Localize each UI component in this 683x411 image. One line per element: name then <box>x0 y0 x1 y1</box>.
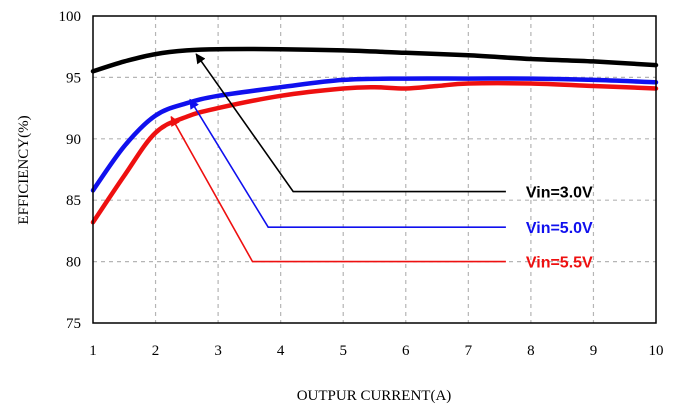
plot-frame <box>92 15 657 324</box>
data-series <box>90 46 659 225</box>
y-tick-label: 90 <box>66 132 81 148</box>
x-tick-label: 9 <box>590 343 598 359</box>
y-tick-label: 80 <box>66 255 81 271</box>
x-tick-label: 2 <box>152 343 160 359</box>
x-tick-label: 8 <box>527 343 535 359</box>
x-axis-title: OUTPUR CURRENT(A) <box>297 388 452 404</box>
y-tick-label: 75 <box>66 316 81 332</box>
y-tick-label: 85 <box>66 193 81 209</box>
x-tick-label: 3 <box>214 343 222 359</box>
annotation-label-1: Vin=3.0V <box>526 185 593 202</box>
x-tick-label: 5 <box>339 343 347 359</box>
annotation-label-2: Vin=5.0V <box>526 220 593 237</box>
series-line-2 <box>90 76 659 193</box>
annotation-label-3: Vin=5.5V <box>526 255 593 272</box>
annotation-arrow-1 <box>195 53 506 193</box>
y-tick-label: 100 <box>59 9 82 25</box>
annotations: Vin=3.0V Vin=5.0V Vin=5.5V <box>170 53 593 272</box>
x-tick-label: 4 <box>277 343 285 359</box>
annotation-arrow-3 <box>170 115 506 263</box>
annotation-arrow-2 <box>189 98 506 228</box>
series-line-3 <box>90 80 659 225</box>
y-tick-label: 95 <box>66 70 81 86</box>
series-line-1 <box>90 46 659 74</box>
x-tick-label: 7 <box>465 343 473 359</box>
x-tick-label: 1 <box>89 343 97 359</box>
y-axis-title: EFFICIENCY(%) <box>16 115 32 224</box>
x-tick-label: 10 <box>649 343 664 359</box>
y-tick-labels: 75 80 85 90 95 100 <box>59 9 82 332</box>
x-tick-labels: 1 2 3 4 5 6 7 8 9 10 <box>89 343 663 359</box>
x-tick-label: 6 <box>402 343 410 359</box>
